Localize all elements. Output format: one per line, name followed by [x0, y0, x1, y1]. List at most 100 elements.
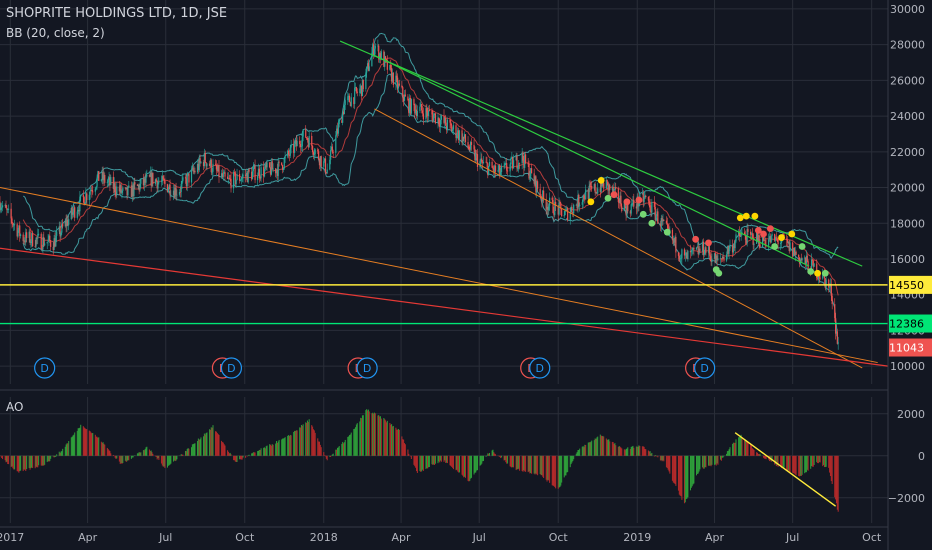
ao-bar — [404, 444, 406, 456]
ao-bar — [31, 455, 33, 468]
ao-bar — [319, 444, 321, 456]
candle-body — [473, 144, 475, 150]
ao-bar — [449, 455, 451, 466]
candle-body — [168, 184, 170, 189]
ao-bar — [407, 449, 409, 456]
ao-bar — [126, 455, 128, 462]
signal-dot — [692, 235, 700, 243]
ao-bar — [489, 452, 491, 456]
ao-bar — [433, 455, 435, 465]
ao-bar — [293, 431, 295, 456]
candle-body — [19, 225, 21, 236]
ao-bar — [674, 455, 676, 485]
candle-body — [713, 253, 716, 259]
ao-bar — [680, 455, 682, 497]
signal-dot — [639, 210, 647, 218]
trendline — [374, 54, 810, 267]
ao-bar — [565, 455, 567, 476]
ao-bar — [558, 455, 560, 488]
ao-bar — [792, 455, 794, 473]
candle-body — [591, 186, 593, 189]
ao-bar — [629, 448, 631, 456]
signal-dot — [807, 268, 815, 275]
candle-body — [34, 246, 36, 247]
candle-body — [260, 167, 262, 179]
ao-bar — [720, 455, 722, 461]
ao-bar — [29, 455, 31, 470]
ao-bar — [154, 455, 156, 457]
candle-body — [512, 160, 515, 169]
ao-bar — [119, 455, 121, 465]
ao-bar — [82, 426, 84, 456]
ao-bar — [563, 455, 565, 478]
candle-body — [673, 238, 675, 243]
ao-bar — [829, 455, 831, 473]
ao-bar — [651, 452, 653, 456]
candle-body — [806, 255, 808, 262]
candle-body — [396, 75, 398, 78]
trendline — [374, 108, 863, 369]
candle-body — [379, 53, 382, 60]
candle-body — [705, 247, 707, 253]
ao-bar — [245, 455, 247, 458]
ao-bar — [374, 413, 376, 456]
ao-tick-label: −2000 — [888, 492, 925, 505]
indicator-legend[interactable]: BB (20, close, 2) — [6, 26, 105, 40]
candle-body — [633, 199, 635, 207]
ao-bar — [266, 445, 268, 456]
ao-bar — [144, 449, 146, 456]
candle-body — [500, 165, 503, 173]
ao-bar — [106, 447, 108, 456]
ao-bar — [608, 439, 610, 456]
ao-bar — [498, 455, 500, 457]
ao-bar — [528, 455, 530, 472]
candle-body — [427, 110, 430, 117]
ao-legend[interactable]: AO — [6, 400, 24, 414]
candle-body — [314, 149, 316, 155]
candle-body — [774, 237, 777, 241]
ao-bar — [199, 439, 201, 456]
candle-body — [317, 149, 319, 152]
candle-body — [197, 163, 199, 171]
ao-bar — [539, 455, 541, 475]
ao-bar — [61, 450, 63, 456]
signal-dot — [798, 243, 806, 250]
candle-body — [431, 110, 433, 115]
candle-body — [100, 179, 102, 181]
ao-bar — [602, 435, 604, 456]
ao-bar — [379, 416, 381, 456]
ao-bar — [11, 455, 13, 467]
ao-bar — [151, 452, 153, 456]
candle-body — [136, 184, 139, 186]
ao-bar — [200, 437, 202, 456]
ao-bar — [639, 446, 641, 456]
candle-body — [397, 83, 400, 89]
candle-body — [299, 141, 301, 145]
candle-body — [150, 172, 152, 186]
candle-body — [294, 140, 297, 145]
ao-bar — [576, 452, 578, 456]
ao-bar — [264, 447, 266, 456]
candle-body — [49, 235, 51, 242]
ao-bar — [302, 424, 304, 456]
price-badge — [889, 275, 932, 294]
candle-body — [31, 233, 33, 242]
ao-bar — [625, 448, 627, 456]
ao-bar — [633, 447, 635, 456]
ao-bar — [385, 420, 387, 456]
candle-body — [392, 72, 394, 85]
ao-bar — [647, 450, 649, 456]
ao-bar — [583, 447, 585, 456]
ao-bar — [102, 442, 104, 456]
ao-bar — [16, 455, 18, 472]
ao-bar — [64, 446, 66, 456]
candle-body — [710, 256, 712, 262]
candle-body — [732, 245, 735, 253]
ao-bar — [464, 455, 466, 477]
ao-bar — [110, 453, 112, 456]
candle-body — [361, 79, 364, 97]
candle-body — [209, 159, 212, 166]
candle-body — [343, 104, 345, 115]
candle-body — [278, 161, 280, 163]
